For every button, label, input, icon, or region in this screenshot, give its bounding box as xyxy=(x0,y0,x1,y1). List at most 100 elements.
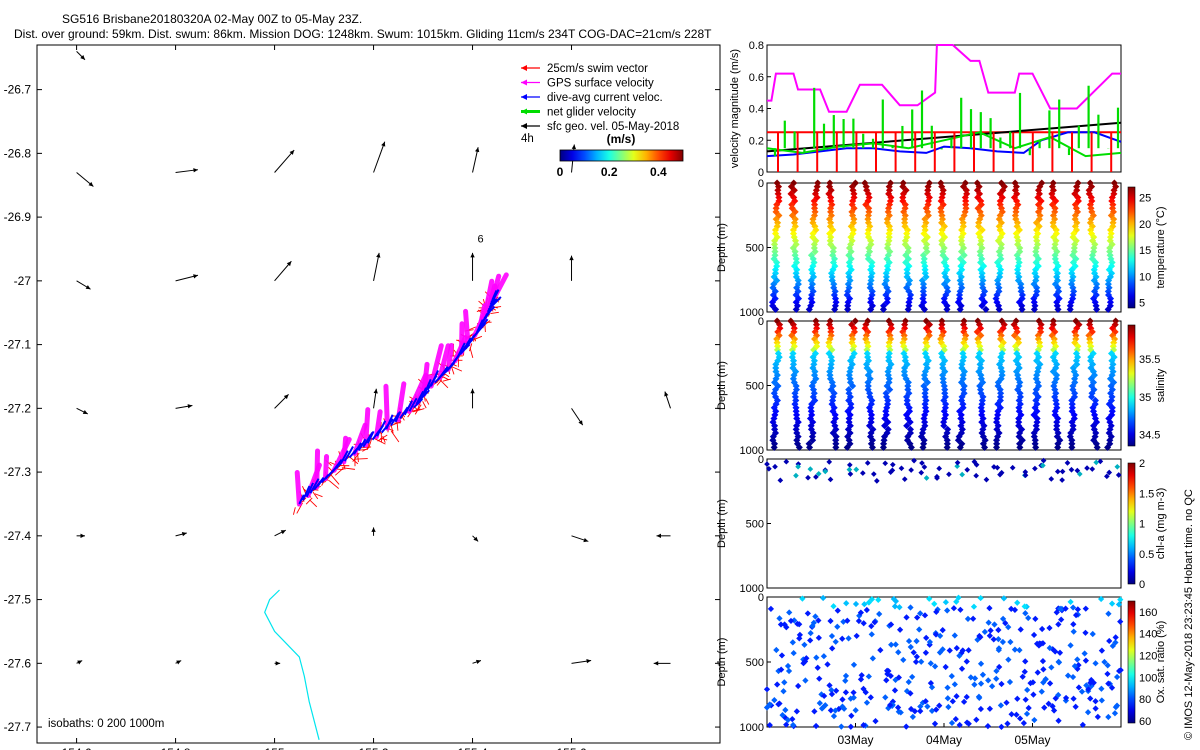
section-point xyxy=(828,687,835,694)
section-point xyxy=(954,463,961,470)
section-point xyxy=(904,305,912,313)
section-point xyxy=(778,652,786,659)
section-point xyxy=(852,707,859,714)
section-point xyxy=(931,720,939,727)
section-point xyxy=(772,305,780,313)
section-point xyxy=(993,675,1000,682)
dive-avg-current xyxy=(390,412,400,427)
dive-avg-current xyxy=(423,378,432,394)
section-point xyxy=(1020,720,1027,727)
section-point xyxy=(779,712,786,719)
section-point xyxy=(1010,331,1019,339)
section-point xyxy=(1055,658,1062,665)
dive-avg-current xyxy=(339,450,349,466)
section-point xyxy=(1082,657,1089,664)
swim-vector xyxy=(382,435,386,443)
section-point xyxy=(918,469,925,476)
section-point xyxy=(796,621,803,628)
section-point xyxy=(832,443,840,451)
section-point xyxy=(766,465,772,472)
velocity-panel: 0 0.2 0.4 0.6 0.8 velocity magnitude (m/s) xyxy=(729,40,1122,179)
section-point xyxy=(959,471,965,478)
section-point xyxy=(960,698,968,705)
section-point xyxy=(771,226,780,234)
swim-vector xyxy=(425,398,430,405)
section-point xyxy=(952,716,959,723)
dive-avg-current xyxy=(488,298,498,308)
map-y-tick-label: -27.5 xyxy=(4,593,32,607)
section-point xyxy=(1041,704,1048,711)
section-point xyxy=(793,472,799,479)
section-point xyxy=(963,719,971,726)
section-point xyxy=(847,400,855,408)
map-x-tick-label: 154.6 xyxy=(62,746,92,750)
section-point xyxy=(984,723,992,730)
gps-surface-velocity xyxy=(428,343,444,389)
section-point xyxy=(1025,614,1032,622)
section-point xyxy=(858,672,865,679)
section-colorbar-tick-label: 1.5 xyxy=(1139,488,1154,500)
section-point xyxy=(791,248,799,256)
dive-avg-current xyxy=(298,494,305,505)
section-point xyxy=(981,628,988,636)
section-point xyxy=(896,626,904,633)
section-point xyxy=(906,418,914,426)
section-point xyxy=(995,636,1002,643)
section-y-tick-label: 1000 xyxy=(740,307,764,319)
section-point xyxy=(1088,676,1095,684)
section-point xyxy=(783,458,790,465)
section-point xyxy=(885,667,892,675)
section-colorbar-tick-label: 34.5 xyxy=(1139,430,1160,442)
map-colorbar-tick-label: 0.2 xyxy=(601,165,618,179)
section-point xyxy=(936,632,944,640)
geostrophic-vector xyxy=(371,527,376,536)
section-point xyxy=(891,687,899,694)
section-point xyxy=(1069,673,1077,681)
section-point xyxy=(805,474,811,481)
dive-avg-current xyxy=(456,342,466,359)
section-point xyxy=(1115,472,1122,478)
velocity-y-tick-label: 0.6 xyxy=(749,72,764,84)
section-point xyxy=(903,422,911,430)
section-point xyxy=(901,321,909,329)
section-point xyxy=(926,595,933,602)
section-point xyxy=(889,467,896,474)
section-point xyxy=(847,723,854,730)
section-point xyxy=(1015,418,1023,426)
geostrophic-vector-head xyxy=(470,388,475,394)
section-point xyxy=(850,661,858,668)
section-point xyxy=(924,703,931,710)
section-y-tick-label: 1000 xyxy=(740,722,764,734)
section-point xyxy=(995,626,1002,634)
section-point xyxy=(1008,711,1015,718)
geostrophic-vector-head xyxy=(569,255,574,261)
section-point xyxy=(1035,642,1043,649)
section-point xyxy=(849,382,857,390)
section-colorbar-tick-label: 35 xyxy=(1139,392,1151,404)
section-point xyxy=(875,596,882,604)
section-point xyxy=(816,699,823,707)
gps-surface-velocity xyxy=(437,343,451,381)
map-y-tick-label: -26.9 xyxy=(4,210,32,224)
section-point xyxy=(867,305,875,313)
legend-swatch-head xyxy=(521,94,527,100)
section-point xyxy=(919,443,927,451)
section-colorbar xyxy=(1127,186,1136,309)
section-point xyxy=(958,665,966,672)
section-y-tick-label: 0 xyxy=(758,316,764,328)
swim-vector xyxy=(312,491,319,500)
figure-title-line-1: SG516 Brisbane20180320A 02-May 00Z to 05… xyxy=(62,12,363,26)
swim-vector xyxy=(293,507,296,515)
section-point xyxy=(776,615,783,622)
section-point xyxy=(830,713,838,720)
section-point xyxy=(822,468,829,475)
section-point xyxy=(977,680,985,687)
section-point xyxy=(942,663,949,671)
section-point xyxy=(1005,656,1012,663)
dive-avg-current xyxy=(394,411,402,423)
section-point xyxy=(777,621,785,628)
section-point xyxy=(1039,625,1046,633)
section-point xyxy=(913,653,920,660)
section-point xyxy=(865,673,872,680)
section-point xyxy=(827,707,835,714)
